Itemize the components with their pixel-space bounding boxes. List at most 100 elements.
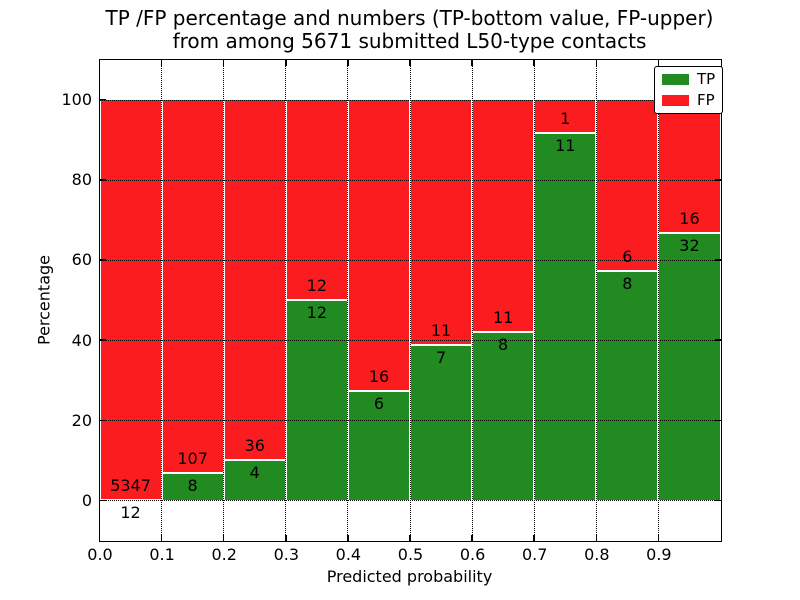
- x-tick-mark-top: [285, 59, 287, 66]
- fp-bar-segment: [534, 99, 597, 133]
- y-tick-mark-right: [714, 179, 721, 181]
- x-tick-label: 0.4: [335, 545, 362, 564]
- fp-bar-segment: [658, 99, 721, 234]
- tp-count-label: 8: [498, 334, 509, 354]
- legend-item-fp: FP: [662, 93, 715, 108]
- x-tick-mark-top: [533, 59, 535, 66]
- tp-count-label: 12: [120, 502, 141, 522]
- bar-edge-line: [99, 99, 101, 501]
- x-tick-label: 0.9: [646, 545, 672, 564]
- x-tick-label: 0.5: [397, 545, 424, 564]
- tp-count-label: 8: [187, 475, 198, 495]
- y-tick-mark: [99, 419, 106, 421]
- tp-bar-segment: [534, 132, 597, 501]
- x-tick-label: 0.6: [459, 545, 486, 564]
- bar-edge-line: [534, 131, 597, 134]
- fp-count-label: 12: [306, 276, 328, 295]
- plot-area: 5347 12 107 8 36 4 12 12 16 6 11 7 11 8 1 11 6 8 16 32: [98, 58, 722, 542]
- tp-count-label: 11: [555, 135, 576, 155]
- tp-count-label: 7: [435, 347, 447, 367]
- plot-inner: 5347 12 107 8 36 4 12 12 16 6 11 7 11 8 1 11 6 8 16 32: [99, 59, 721, 541]
- y-tick-label: 60: [71, 250, 92, 270]
- bar-edge-line: [596, 270, 659, 273]
- x-tick-mark-top: [471, 59, 473, 66]
- fp-bar-segment: [472, 99, 535, 332]
- x-tick-mark: [285, 534, 287, 541]
- tp-count-label: 4: [249, 463, 260, 483]
- tp-bar-segment: [161, 472, 224, 501]
- fp-bar-segment: [285, 99, 348, 300]
- bar-edge-line: [99, 498, 162, 501]
- bar-edge-line: [347, 390, 410, 393]
- x-tick-mark: [347, 534, 349, 541]
- bar-edge-line: [161, 471, 224, 474]
- chart-title: TP /FP percentage and numbers (TP-bottom…: [99, 7, 720, 53]
- bar-edge-line: [223, 459, 286, 462]
- gridline-vertical: [657, 59, 659, 541]
- gridline-vertical: [347, 59, 349, 541]
- fp-bar-segment: [161, 99, 224, 473]
- y-tick-mark-right: [714, 259, 721, 261]
- bar-edge-line: [410, 343, 473, 346]
- tp-bar-segment: [223, 460, 286, 501]
- x-tick-mark: [471, 534, 473, 541]
- y-tick-mark-right: [714, 419, 721, 421]
- bar-edge-line: [472, 330, 535, 333]
- x-tick-label: 0.7: [521, 545, 548, 564]
- gridline-vertical: [161, 59, 163, 541]
- bar-edge-line: [285, 299, 348, 301]
- fp-legend-swatch: [662, 95, 689, 106]
- gridline-vertical: [409, 59, 411, 541]
- y-tick-mark: [99, 339, 106, 341]
- tp-bar-segment: [658, 233, 721, 501]
- fp-bar-segment: [347, 99, 410, 392]
- fp-legend-label: FP: [697, 91, 715, 109]
- x-tick-mark-top: [347, 59, 349, 66]
- x-tick-mark: [160, 534, 163, 541]
- x-tick-label: 0.2: [211, 545, 237, 564]
- fp-bar-segment: [223, 99, 286, 461]
- fp-count-label: 36: [244, 436, 265, 456]
- y-tick-mark-right: [714, 499, 721, 502]
- tp-bar-segment: [596, 271, 659, 501]
- x-tick-mark-top: [409, 59, 411, 66]
- fp-count-label: 107: [177, 448, 208, 468]
- y-tick-label: 0: [81, 490, 92, 510]
- fp-count-label: 11: [430, 320, 452, 340]
- tp-bar-segment: [285, 300, 348, 501]
- tp-count-label: 6: [373, 394, 385, 414]
- bar-edge-line: [719, 99, 721, 501]
- gridline-vertical: [533, 59, 535, 541]
- x-tick-mark: [657, 534, 660, 541]
- y-tick-label: 20: [71, 410, 92, 430]
- x-tick-mark-top: [222, 59, 225, 66]
- y-tick-mark-right: [714, 339, 721, 341]
- chart-title-line2: from among 5671 submitted L50-type conta…: [172, 29, 647, 53]
- fp-count-label: 16: [368, 367, 390, 387]
- x-tick-label: 0.0: [87, 545, 113, 564]
- y-tick-label: 80: [71, 170, 92, 190]
- y-tick-label: 100: [61, 90, 92, 110]
- tp-count-label: 12: [306, 303, 328, 322]
- gridline-vertical: [285, 59, 287, 541]
- tp-legend-swatch: [662, 74, 689, 85]
- legend-item-tp: TP: [662, 72, 715, 87]
- tp-bar-segment: [347, 391, 410, 501]
- x-tick-label: 0.1: [149, 545, 175, 564]
- fp-bar-segment: [99, 99, 162, 500]
- x-tick-label: 0.8: [584, 545, 610, 564]
- tp-bar-segment: [472, 331, 535, 501]
- x-axis-label: Predicted probability: [326, 567, 493, 586]
- x-tick-mark: [409, 534, 411, 541]
- y-tick-mark: [99, 179, 106, 181]
- fp-count-label: 16: [679, 209, 700, 229]
- y-tick-mark: [99, 259, 106, 261]
- x-tick-label: 0.3: [273, 545, 300, 564]
- x-tick-mark-top: [595, 59, 598, 66]
- fp-count-label: 11: [492, 307, 514, 327]
- x-tick-mark-top: [657, 59, 660, 66]
- y-tick-mark: [99, 499, 106, 502]
- fp-bar-segment: [596, 99, 659, 272]
- chart-title-line1: TP /FP percentage and numbers (TP-bottom…: [105, 6, 714, 30]
